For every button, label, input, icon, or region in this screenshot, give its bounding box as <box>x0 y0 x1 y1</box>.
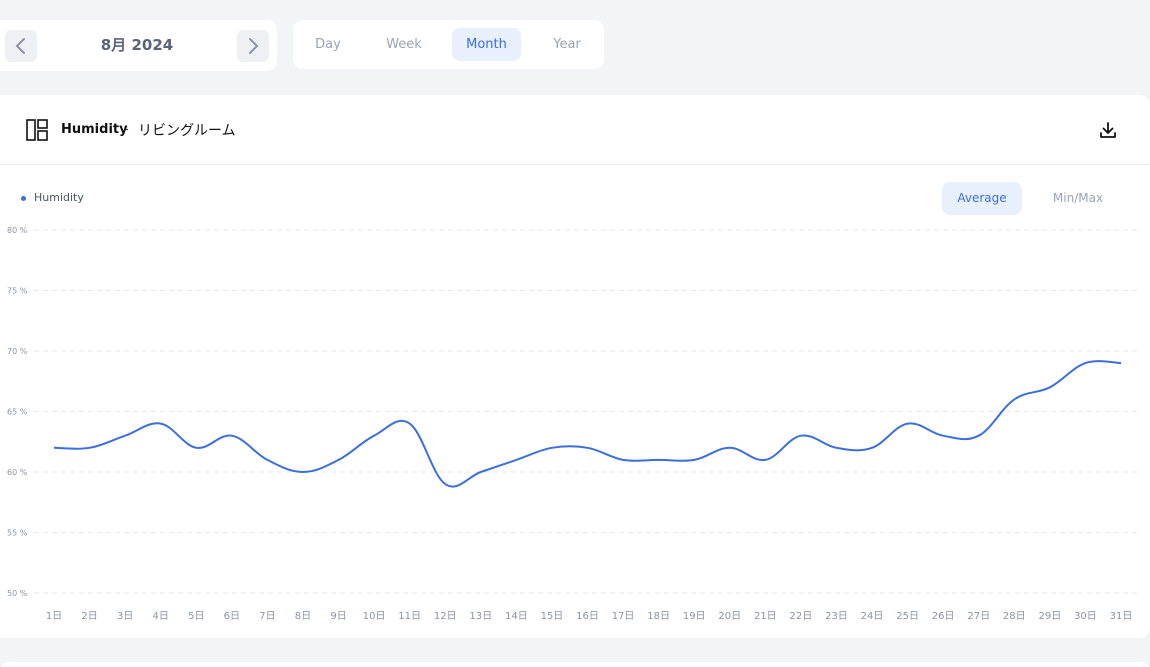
x-tick-label: 22日 <box>790 611 813 622</box>
minmax-mode-button[interactable]: Min/Max <box>1052 191 1104 205</box>
tab-week[interactable]: Week <box>386 37 422 52</box>
x-tick-label: 18日 <box>647 611 670 622</box>
tab-day[interactable]: Day <box>315 37 341 52</box>
x-tick-label: 31日 <box>1110 611 1133 622</box>
period-tabs: Day Week Month Year <box>293 20 604 69</box>
x-tick-label: 10日 <box>363 611 386 622</box>
x-tick-label: 25日 <box>896 611 919 622</box>
x-tick-label: 20日 <box>718 611 741 622</box>
current-period-label: 8月 2024 <box>100 36 174 54</box>
y-tick-label: 55 % <box>7 529 28 538</box>
x-tick-label: 3日 <box>117 611 133 622</box>
x-tick-label: 5日 <box>188 611 204 622</box>
x-tick-label: 14日 <box>505 611 528 622</box>
x-tick-label: 15日 <box>541 611 564 622</box>
x-tick-label: 29日 <box>1038 611 1061 622</box>
y-tick-label: 70 % <box>7 347 28 356</box>
y-tick-label: 65 % <box>7 408 28 417</box>
x-tick-label: 16日 <box>576 611 599 622</box>
layout-icon <box>26 119 48 141</box>
y-tick-label: 75 % <box>7 287 28 296</box>
x-tick-label: 21日 <box>754 611 777 622</box>
legend-label: Humidity <box>34 191 84 204</box>
y-tick-label: 50 % <box>7 589 28 598</box>
download-icon[interactable] <box>1098 120 1118 140</box>
humidity-chart-card: Humidity - リビングルーム Humidity Average Min/… <box>0 95 1150 638</box>
x-tick-label: 24日 <box>861 611 884 622</box>
x-tick-label: 12日 <box>434 611 457 622</box>
x-tick-label: 8日 <box>295 611 311 622</box>
x-tick-label: 4日 <box>153 611 169 622</box>
y-tick-label: 80 % <box>7 226 28 235</box>
room-name: リビングルーム <box>138 123 236 139</box>
next-period-button[interactable] <box>237 30 269 62</box>
humidity-series-line <box>53 360 1122 488</box>
card-header: Humidity - リビングルーム <box>0 95 1150 165</box>
legend-marker <box>21 196 26 201</box>
humidity-line-chart: 80 % 75 % 70 % 65 % 60 % 55 % 50 % 1日 2日 3日 4日 5日 6日… <box>7 226 1138 622</box>
x-tick-label: 6日 <box>224 611 240 622</box>
x-tick-label: 30日 <box>1074 611 1097 622</box>
x-tick-label: 1日 <box>46 611 62 622</box>
x-tick-label: 7日 <box>259 611 275 622</box>
card-title: Humidity <box>61 122 128 137</box>
y-tick-label: 60 % <box>7 468 28 477</box>
x-tick-label: 13日 <box>469 611 492 622</box>
chevron-left-icon <box>15 38 25 54</box>
x-tick-label: 19日 <box>683 611 706 622</box>
x-tick-label: 2日 <box>81 611 97 622</box>
x-tick-label: 27日 <box>967 611 990 622</box>
x-tick-label: 17日 <box>612 611 635 622</box>
title-separator: - <box>124 122 129 137</box>
prev-period-button[interactable] <box>5 30 37 62</box>
average-mode-button[interactable]: Average <box>942 182 1022 215</box>
x-tick-label: 9日 <box>330 611 346 622</box>
date-navigator: 8月 2024 <box>0 20 277 71</box>
next-card-edge <box>0 662 1150 667</box>
chevron-right-icon <box>249 38 259 54</box>
x-tick-label: 23日 <box>825 611 848 622</box>
tab-year[interactable]: Year <box>553 37 581 52</box>
x-tick-label: 11日 <box>398 611 421 622</box>
x-tick-label: 26日 <box>932 611 955 622</box>
tab-month[interactable]: Month <box>452 28 521 61</box>
x-tick-label: 28日 <box>1003 611 1026 622</box>
